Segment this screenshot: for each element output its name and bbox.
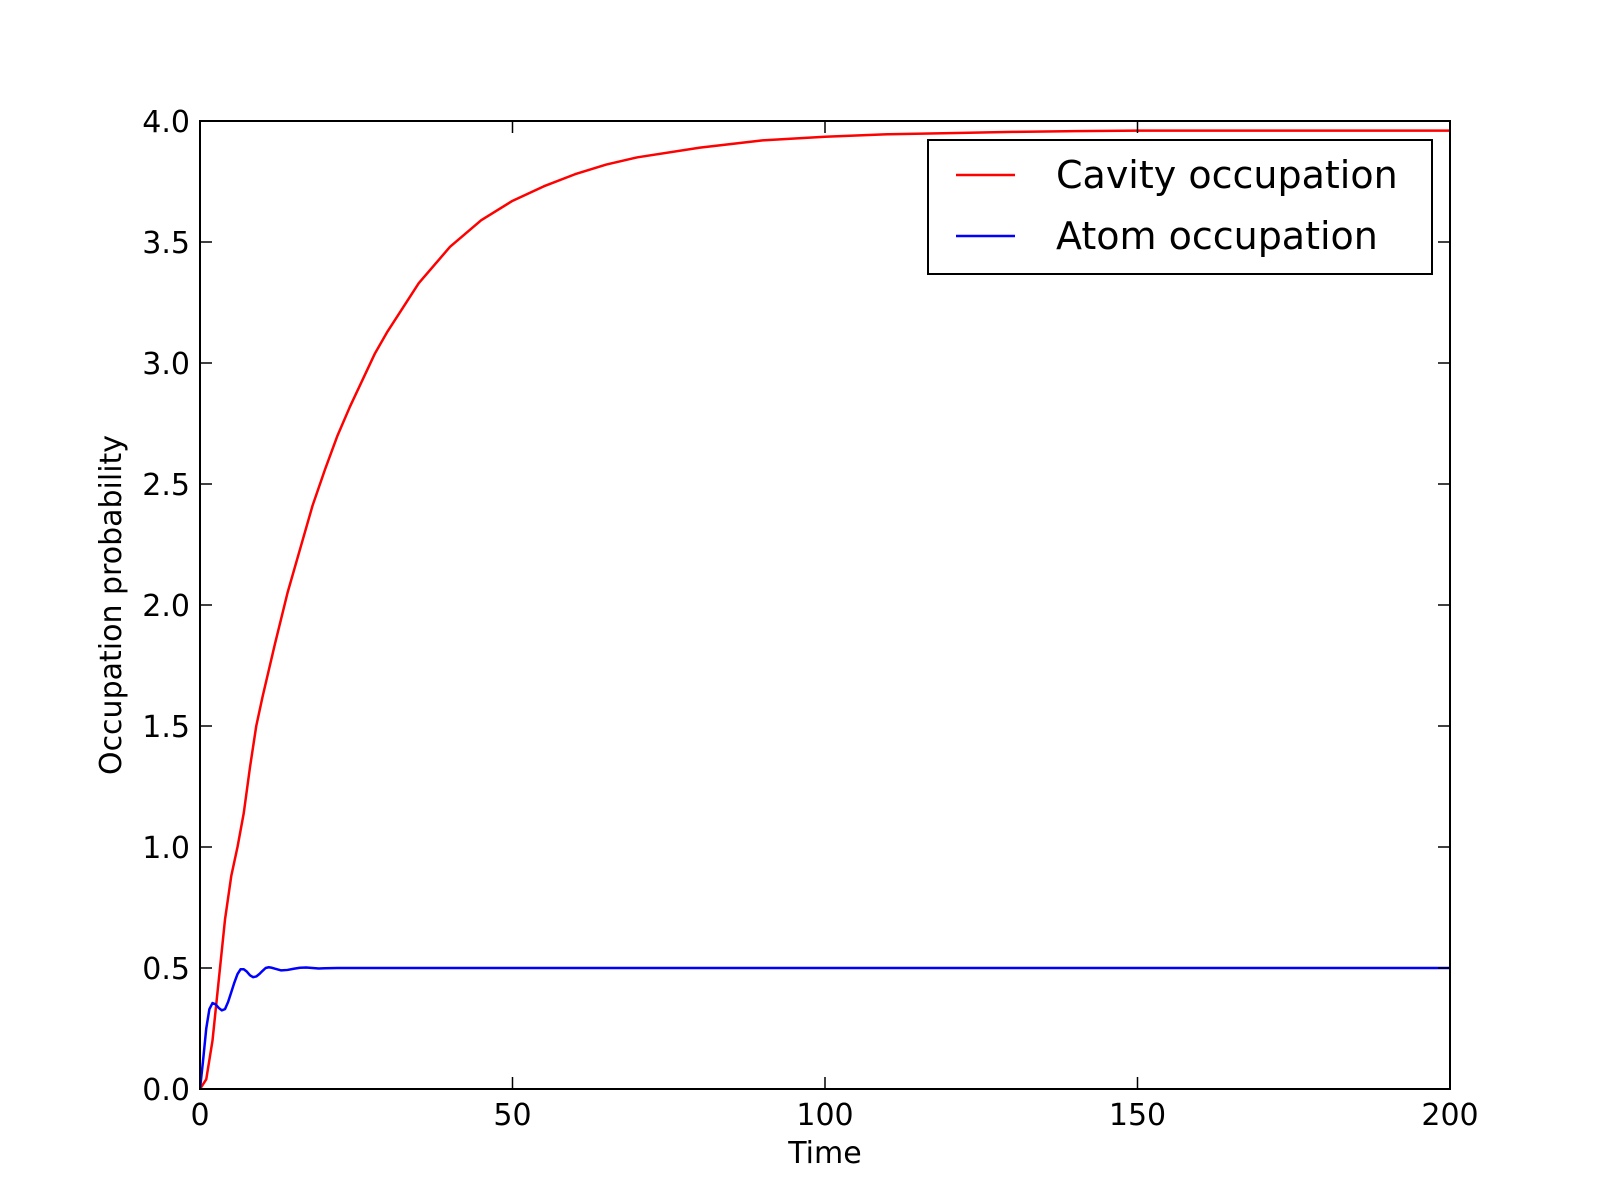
series-line-atom: [200, 966, 1450, 1089]
plot-layer: [200, 129, 1450, 1089]
axis-tick-labels: 0 50 100 150 200 0.0 0.5 1.0 1.5 2.0 2.5 3.0 3.5 4.0: [142, 105, 1478, 1133]
y-tick-label: 4.0: [142, 105, 190, 140]
y-tick-label: 1.5: [142, 710, 190, 745]
y-tick-label: 3.0: [142, 347, 190, 382]
legend-label-cavity: Cavity occupation: [1056, 153, 1398, 197]
x-tick-label: 100: [796, 1098, 853, 1133]
x-tick-label: 0: [190, 1098, 209, 1133]
x-tick-label: 50: [493, 1098, 531, 1133]
y-tick-label: 2.5: [142, 468, 190, 503]
series-line-cavity: [200, 129, 1450, 1089]
y-tick-label: 0.5: [142, 952, 190, 987]
plot-frame: [199, 120, 1451, 1090]
x-tick-label: 150: [1109, 1098, 1166, 1133]
legend-box: [927, 139, 1433, 275]
y-tick-label: 1.0: [142, 831, 190, 866]
x-tick-label: 200: [1421, 1098, 1478, 1133]
y-axis-label: Occupation probability: [94, 435, 129, 775]
y-tick-label: 0.0: [142, 1073, 190, 1108]
y-tick-label: 3.5: [142, 226, 190, 261]
legend: Cavity occupation Atom occupation: [927, 139, 1433, 275]
legend-label-atom: Atom occupation: [1056, 214, 1378, 258]
y-tick-label: 2.0: [142, 589, 190, 624]
x-axis-label: Time: [787, 1136, 861, 1171]
